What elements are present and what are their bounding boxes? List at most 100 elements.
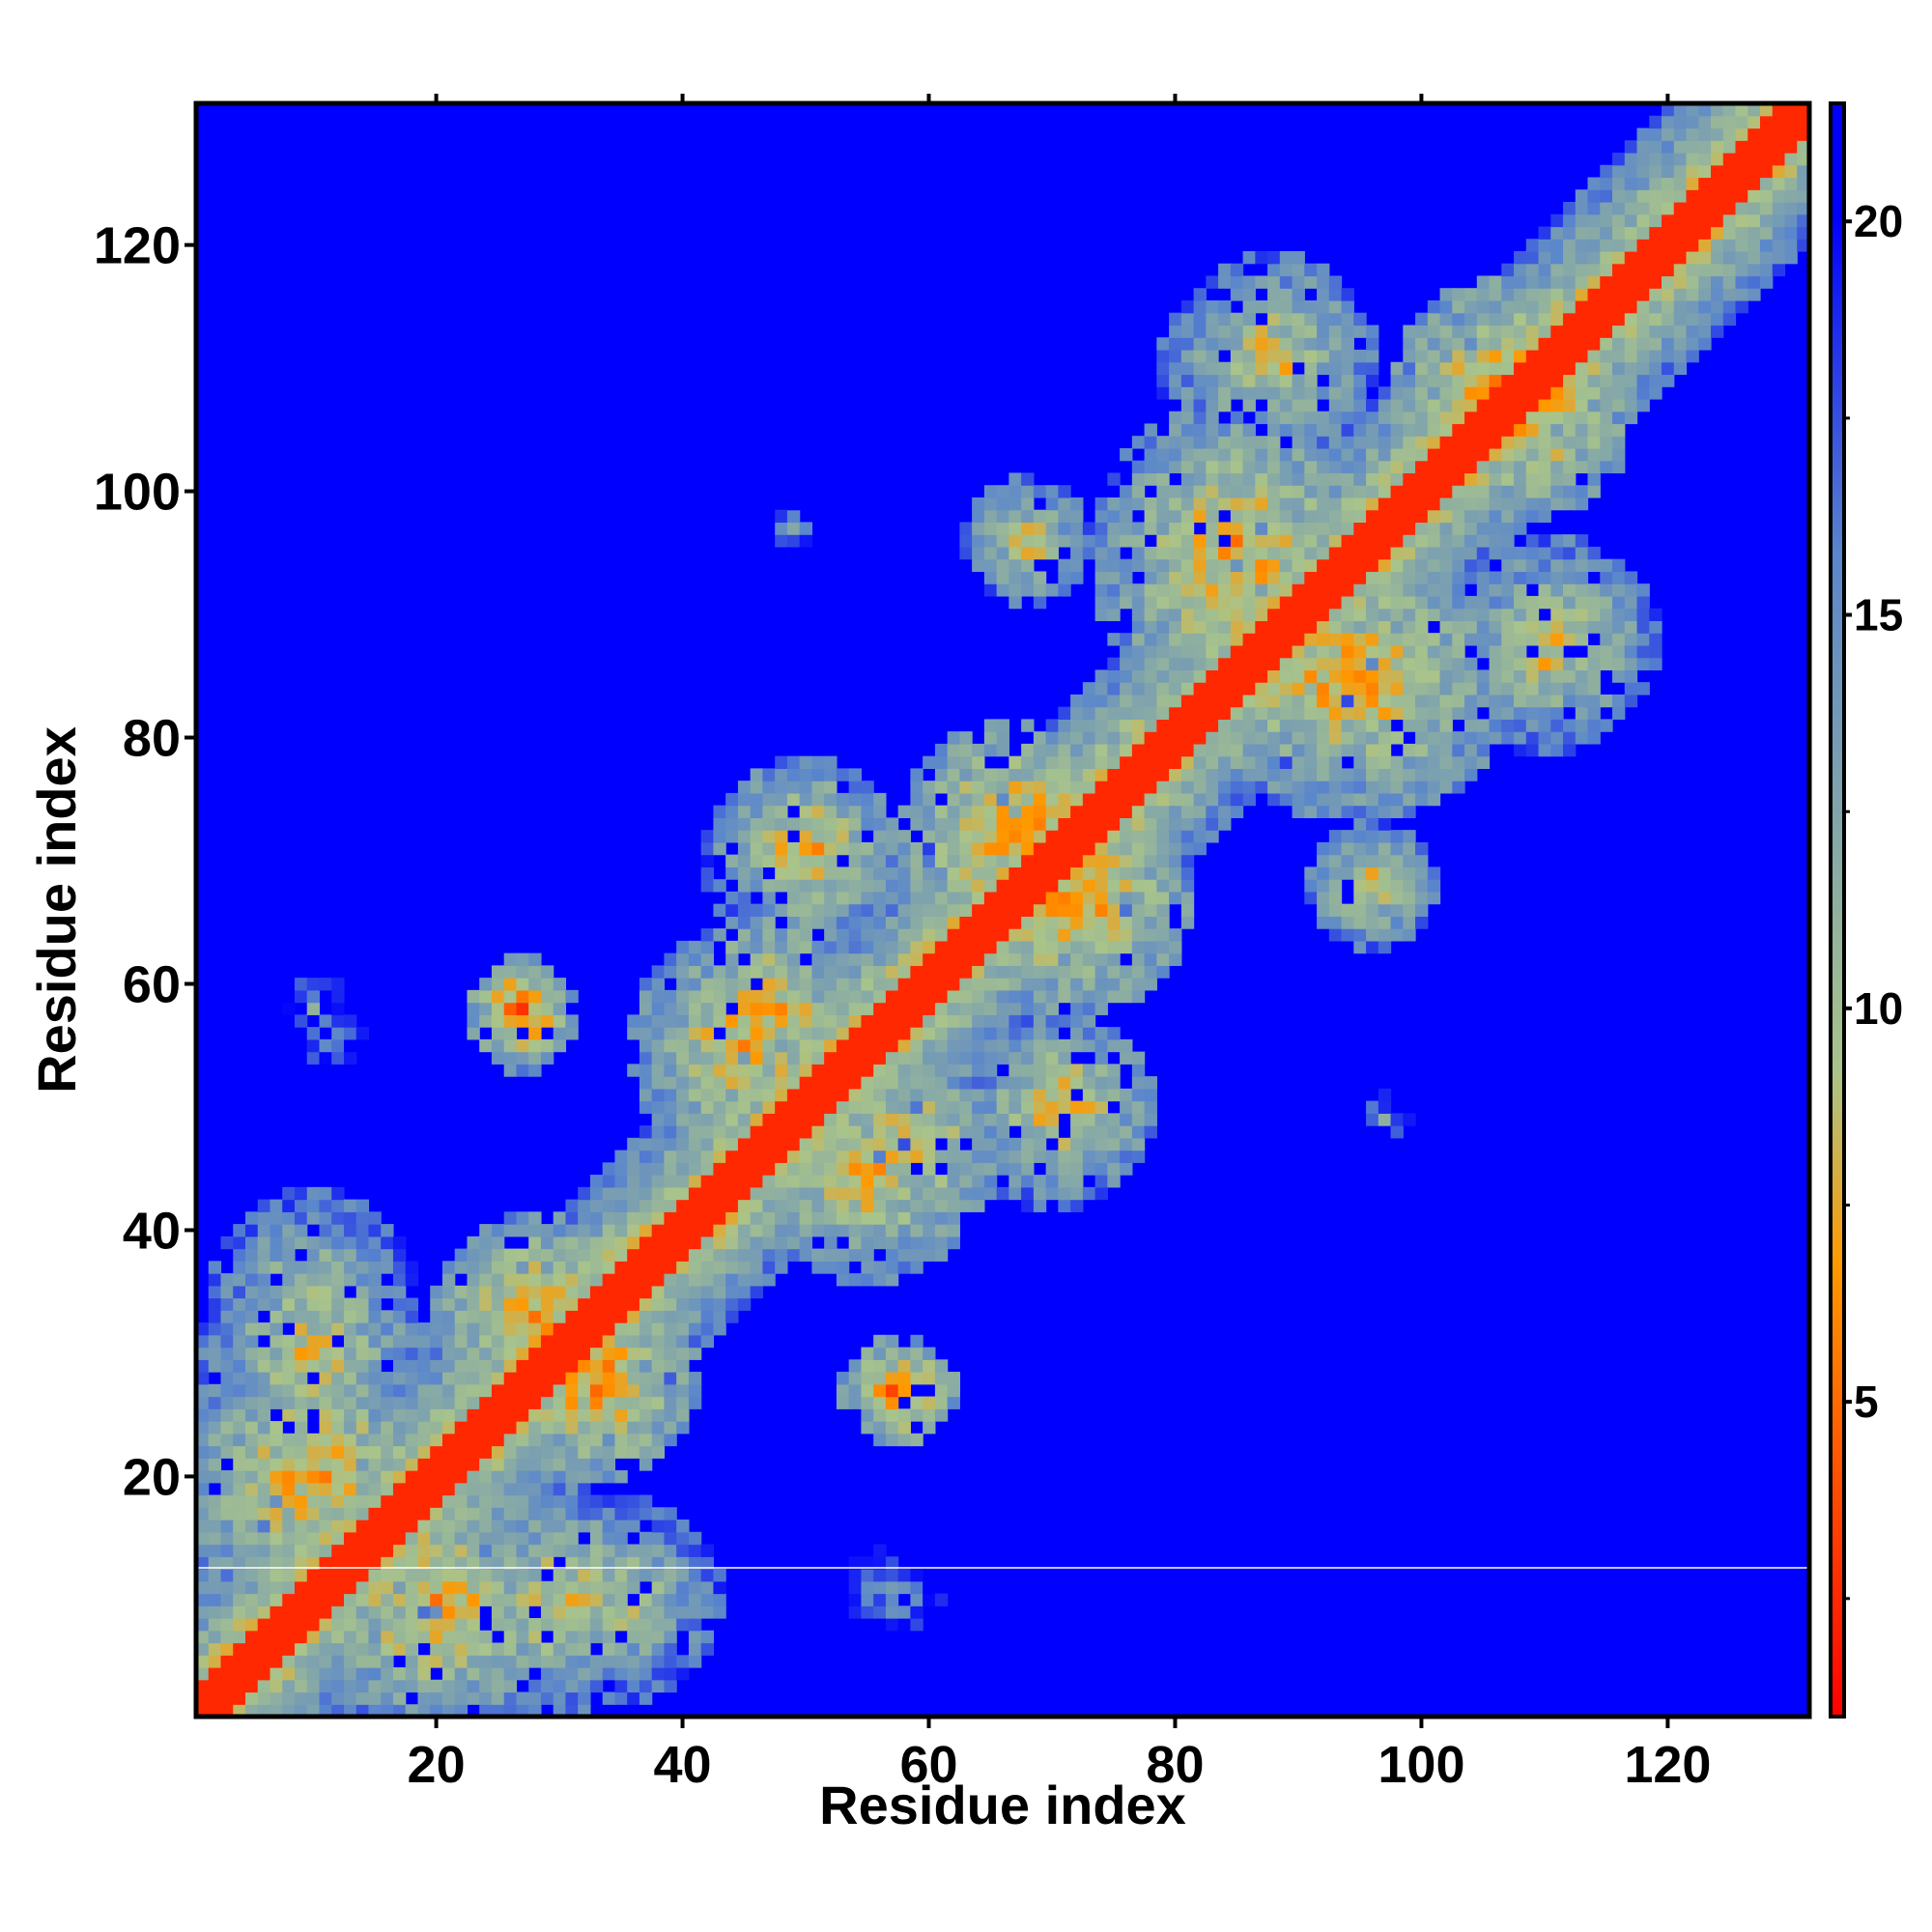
heatmap-cell	[1218, 522, 1232, 535]
heatmap-cell	[578, 1347, 591, 1360]
heatmap-cell	[1476, 682, 1491, 696]
heatmap-cell	[368, 1667, 382, 1681]
heatmap-cell	[1144, 841, 1157, 856]
heatmap-cell	[885, 1088, 899, 1102]
heatmap-cell	[208, 1605, 222, 1619]
heatmap-cell	[1439, 299, 1453, 314]
heatmap-cell	[1464, 337, 1478, 351]
heatmap-cell	[651, 1150, 666, 1163]
heatmap-cell	[1501, 447, 1515, 462]
heatmap-cell	[1156, 841, 1170, 856]
heatmap-cell	[1033, 546, 1047, 560]
heatmap-cell	[1131, 940, 1146, 954]
heatmap-cell	[528, 1642, 542, 1656]
heatmap-cell	[1403, 522, 1416, 535]
heatmap-cell	[1255, 755, 1268, 769]
heatmap-cell	[257, 1236, 271, 1250]
heatmap-cell	[651, 1347, 666, 1360]
heatmap-cell	[983, 1186, 998, 1201]
heatmap-cell	[1033, 1186, 1047, 1201]
heatmap-cell	[1193, 485, 1207, 498]
heatmap-cell	[1144, 768, 1157, 781]
heatmap-cell	[1242, 546, 1256, 560]
heatmap-cell	[676, 1186, 690, 1201]
heatmap-cell	[1144, 755, 1157, 769]
heatmap-cell	[1439, 743, 1453, 757]
heatmap-cell	[1292, 694, 1305, 708]
heatmap-cell	[1009, 928, 1022, 942]
heatmap-cell	[417, 1630, 431, 1644]
heatmap-cell	[282, 1273, 296, 1287]
heatmap-cell	[1045, 1002, 1059, 1015]
heatmap-cell	[983, 1175, 998, 1188]
heatmap-cell	[1292, 337, 1305, 351]
heatmap-cell	[923, 891, 936, 905]
heatmap-cell	[1514, 250, 1527, 265]
heatmap-cell	[1279, 571, 1293, 584]
heatmap-cell	[1550, 460, 1564, 474]
heatmap-cell	[627, 1569, 640, 1582]
heatmap-cell	[651, 1531, 666, 1546]
heatmap-cell	[516, 1704, 529, 1718]
heatmap-cell	[713, 1273, 726, 1287]
heatmap-cell	[319, 1556, 332, 1570]
heatmap-cell	[1070, 928, 1084, 942]
heatmap-cell	[540, 1655, 554, 1668]
heatmap-cell	[1045, 903, 1059, 917]
heatmap-cell	[934, 952, 949, 966]
heatmap-cell	[1267, 349, 1281, 363]
heatmap-cell	[553, 1224, 567, 1237]
heatmap-cell	[479, 1014, 493, 1028]
heatmap-cell	[1403, 546, 1416, 560]
heatmap-cell	[627, 1347, 640, 1360]
heatmap-cell	[1033, 1150, 1047, 1163]
heatmap-cell	[381, 1433, 394, 1447]
heatmap-cell	[565, 1199, 579, 1212]
heatmap-cell	[1292, 522, 1305, 535]
heatmap-cell	[1169, 952, 1182, 966]
heatmap-cell	[885, 1383, 899, 1398]
heatmap-cell	[762, 1175, 776, 1188]
heatmap-cell	[1403, 830, 1416, 843]
heatmap-cell	[1218, 447, 1232, 462]
heatmap-cell	[294, 1507, 308, 1520]
heatmap-cell	[196, 1520, 210, 1533]
heatmap-cell	[1525, 571, 1540, 584]
heatmap-cell	[1464, 522, 1478, 535]
heatmap-cell	[1439, 337, 1453, 351]
heatmap-cell	[861, 965, 874, 979]
heatmap-cell	[1525, 595, 1540, 610]
heatmap-cell	[233, 1667, 246, 1681]
heatmap-cell	[1218, 263, 1232, 277]
heatmap-cell	[257, 1285, 271, 1299]
heatmap-cell	[824, 1051, 838, 1065]
heatmap-cell	[1255, 472, 1268, 486]
heatmap-cell	[565, 1520, 579, 1533]
heatmap-cell	[1169, 509, 1182, 524]
heatmap-cell	[1206, 731, 1219, 745]
heatmap-cell	[972, 978, 985, 991]
heatmap-cell	[1206, 312, 1219, 327]
heatmap-cell	[602, 1175, 616, 1188]
heatmap-cell	[392, 1704, 407, 1718]
heatmap-cell	[1193, 657, 1207, 671]
heatmap-cell	[1021, 989, 1035, 1004]
heatmap-cell	[553, 1014, 567, 1028]
heatmap-cell	[1131, 755, 1146, 769]
heatmap-cell	[861, 1224, 874, 1237]
heatmap-cell	[1390, 472, 1404, 486]
heatmap-cell	[1144, 743, 1157, 757]
heatmap-cell	[1193, 830, 1207, 843]
heatmap-cell	[1501, 546, 1515, 560]
heatmap-cell	[639, 1531, 653, 1546]
heatmap-cell	[923, 1076, 936, 1090]
heatmap-cell	[441, 1482, 456, 1496]
heatmap-cell	[233, 1383, 246, 1398]
heatmap-cell	[688, 1618, 702, 1632]
heatmap-cell	[1267, 288, 1281, 301]
heatmap-cell	[589, 1556, 604, 1570]
heatmap-cell	[503, 1248, 518, 1262]
heatmap-cell	[627, 1027, 640, 1040]
heatmap-cell	[1169, 374, 1182, 387]
heatmap-cell	[1033, 940, 1047, 954]
